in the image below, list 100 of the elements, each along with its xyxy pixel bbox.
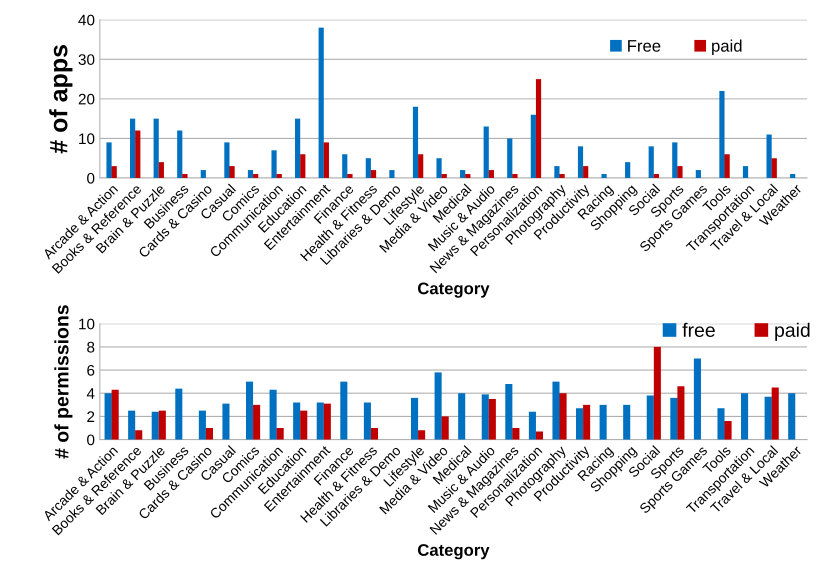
bar (154, 118, 159, 178)
bar (324, 404, 331, 440)
bar (583, 404, 590, 440)
y-tick-label: 0 (87, 434, 94, 446)
y-tick-label: 8 (87, 342, 94, 353)
bar (460, 170, 466, 178)
bar (128, 410, 136, 440)
bar (271, 150, 277, 178)
bar (300, 154, 306, 178)
bar (766, 134, 772, 178)
bar (484, 126, 489, 178)
bar (724, 154, 730, 178)
bar (583, 166, 588, 178)
bar (764, 396, 772, 440)
bar (576, 408, 584, 440)
bar (488, 170, 494, 178)
bar (130, 118, 136, 178)
bar (578, 146, 584, 178)
bar (488, 399, 496, 440)
bar (222, 404, 230, 440)
y-tick-label: 20 (78, 94, 94, 105)
bar (772, 158, 777, 178)
bar (560, 174, 565, 178)
bar (182, 174, 188, 178)
bar (135, 130, 140, 178)
bar (253, 174, 258, 178)
bar (442, 174, 447, 178)
bar (276, 428, 284, 440)
bar (677, 166, 683, 178)
bar (340, 382, 348, 440)
legend-label: paid (775, 322, 810, 341)
bar (366, 158, 371, 178)
bar (158, 410, 166, 440)
y-tick-label: 6 (87, 364, 94, 376)
y-tick-label: 0 (87, 172, 94, 184)
bar (324, 142, 329, 178)
bar (104, 393, 112, 440)
bar (536, 431, 544, 440)
bar (554, 166, 560, 178)
legend-label: paid (712, 40, 742, 56)
bar (694, 358, 701, 440)
bar (229, 166, 235, 178)
y-tick-label: 30 (78, 54, 94, 66)
y-tick-label: 2 (87, 411, 94, 422)
bar (505, 384, 512, 440)
bar (198, 410, 206, 440)
bar (654, 346, 661, 440)
bar (600, 404, 607, 440)
bar (135, 430, 142, 440)
bar (512, 428, 520, 440)
bar (364, 402, 371, 440)
legend-label: free (682, 322, 715, 337)
bar (175, 388, 182, 440)
bar (246, 382, 254, 440)
bar (507, 138, 512, 178)
bar (224, 142, 230, 178)
bar (672, 142, 678, 178)
bar (560, 393, 567, 440)
bar (772, 387, 779, 440)
bar (741, 393, 748, 440)
bar (152, 412, 159, 440)
bar (742, 166, 748, 178)
bar (158, 162, 164, 178)
bar (295, 118, 300, 178)
bar (465, 174, 470, 178)
bar (177, 130, 182, 178)
bar (670, 398, 678, 440)
bar (482, 394, 489, 440)
bar (112, 166, 117, 178)
bar (458, 393, 466, 440)
bar (248, 170, 254, 178)
bar (648, 146, 654, 178)
bar (411, 398, 418, 440)
y-tick-label: 10 (79, 318, 94, 330)
bar (788, 393, 796, 440)
x-axis-title: Category (418, 544, 490, 560)
bar (512, 174, 518, 178)
bar (625, 162, 630, 178)
bar (696, 170, 701, 178)
bar (418, 430, 426, 440)
bar (552, 382, 560, 440)
bar (654, 174, 659, 178)
y-tick-label: 40 (78, 14, 94, 26)
bar (434, 372, 442, 440)
y-axis-title: # of permissions (54, 305, 72, 459)
y-axis-title: # of apps (49, 45, 72, 154)
bar (370, 428, 378, 440)
bar (270, 390, 277, 440)
bar (677, 386, 684, 440)
bar (106, 142, 112, 178)
bar (418, 154, 424, 178)
bar (316, 402, 324, 440)
y-tick-label: 10 (79, 133, 94, 144)
bar (293, 402, 300, 440)
bar (206, 428, 213, 440)
bar (530, 114, 536, 178)
bar (717, 408, 725, 440)
y-tick-label: 4 (86, 388, 95, 399)
bar (253, 404, 260, 440)
bar (646, 396, 654, 440)
